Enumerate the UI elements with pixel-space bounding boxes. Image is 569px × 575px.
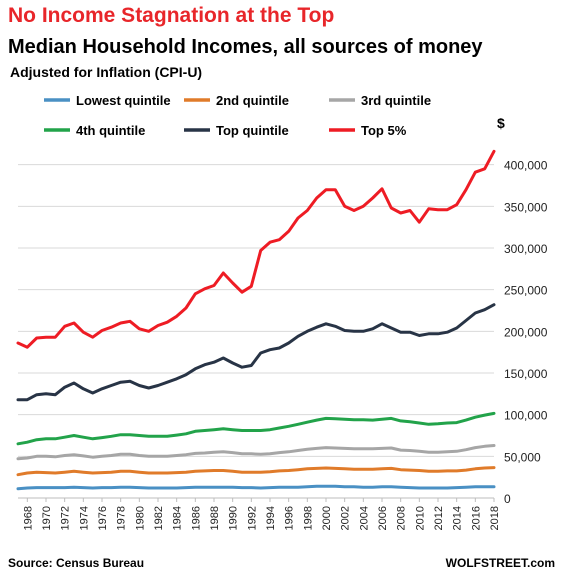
y-tick-label: 0 xyxy=(504,492,511,506)
x-tick-label: 1974 xyxy=(78,506,90,530)
x-tick-label: 1978 xyxy=(116,506,128,530)
y-tick-label: 350,000 xyxy=(504,200,548,214)
x-tick-label: 1972 xyxy=(60,506,72,530)
x-tick-label: 1986 xyxy=(190,506,202,530)
y-tick-label: 50,000 xyxy=(504,450,541,464)
x-tick-label: 1982 xyxy=(153,506,165,530)
x-tick-label: 2018 xyxy=(489,506,501,530)
x-tick-label: 2014 xyxy=(452,506,464,530)
y-tick-label: 100,000 xyxy=(504,409,548,423)
series-line-3rd-quintile xyxy=(16,444,496,461)
y-tick-label: 300,000 xyxy=(504,242,548,256)
legend-item: 3rd quintile xyxy=(329,93,431,108)
legend: Lowest quintile 2nd quintile 3rd quintile 4… xyxy=(44,93,431,138)
legend-label: 2nd quintile xyxy=(216,93,289,108)
legend-label: Top 5% xyxy=(361,123,407,138)
legend-label: Lowest quintile xyxy=(76,93,171,108)
legend-item: 4th quintile xyxy=(44,123,145,138)
brand-credit: WOLFSTREET.com xyxy=(445,556,555,570)
chart-subtitle-2: Adjusted for Inflation (CPI-U) xyxy=(10,64,203,80)
legend-label: 3rd quintile xyxy=(361,93,431,108)
legend-item: 2nd quintile xyxy=(184,93,289,108)
x-tick-label: 1970 xyxy=(41,506,53,530)
x-tick-label: 2004 xyxy=(358,506,370,530)
x-tick-label: 2000 xyxy=(321,506,333,530)
chart-title: No Income Stagnation at the Top xyxy=(8,4,335,27)
x-tick-label: 2010 xyxy=(414,506,426,530)
x-tick-label: 1990 xyxy=(228,506,240,530)
x-tick-label: 2006 xyxy=(377,506,389,530)
x-tick-label: 1968 xyxy=(22,506,34,530)
series-lines xyxy=(16,149,496,491)
y-tick-label: 400,000 xyxy=(504,159,548,173)
series-line-4th-quintile xyxy=(16,411,496,446)
x-tick-label: 1980 xyxy=(134,506,146,530)
x-tick-label: 1996 xyxy=(284,506,296,530)
x-tick-label: 1984 xyxy=(172,506,184,530)
source-note: Source: Census Bureau xyxy=(8,556,145,570)
x-tick-label: 1994 xyxy=(265,506,277,530)
x-tick-label: 1992 xyxy=(246,506,258,530)
legend-label: 4th quintile xyxy=(76,123,145,138)
legend-item: Top 5% xyxy=(329,123,407,138)
series-line-lowest-quintile xyxy=(16,484,496,491)
series-line-top-5- xyxy=(16,149,496,349)
y-axis-label: $ xyxy=(497,115,505,131)
x-tick-label: 2016 xyxy=(470,506,482,530)
grid-lines xyxy=(18,164,494,499)
chart-subtitle: Median Household Incomes, all sources of… xyxy=(8,36,483,58)
series-line-top-quintile xyxy=(16,303,496,402)
axes: 0 50,000 100,000 150,000 200,000 250,000 300,0… xyxy=(18,159,548,530)
x-tick-label: 1976 xyxy=(97,506,109,530)
x-tick-label: 2012 xyxy=(433,506,445,530)
legend-item: Top quintile xyxy=(184,123,289,138)
x-tick-label: 2008 xyxy=(396,506,408,530)
x-tick-label: 2002 xyxy=(340,506,352,530)
y-tick-label: 150,000 xyxy=(504,367,548,381)
legend-item: Lowest quintile xyxy=(44,93,171,108)
y-tick-label: 200,000 xyxy=(504,325,548,339)
x-tick-label: 1988 xyxy=(209,506,221,530)
x-tick-label: 1998 xyxy=(302,506,314,530)
series-line-2nd-quintile xyxy=(16,466,496,477)
legend-label: Top quintile xyxy=(216,123,289,138)
y-tick-label: 250,000 xyxy=(504,284,548,298)
